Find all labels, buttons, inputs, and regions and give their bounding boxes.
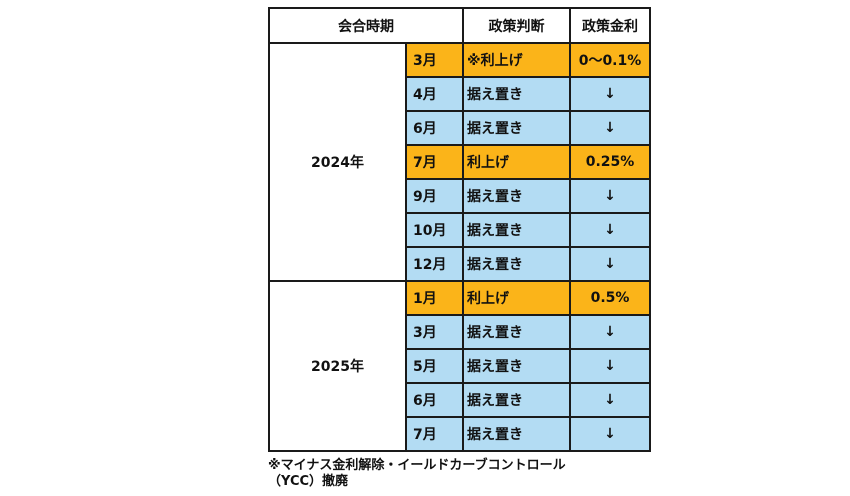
rate-cell: 0.5% [569,280,651,316]
down-arrow-icon: ↓ [569,314,651,350]
decision-cell: 利上げ [462,144,571,180]
decision-cell: 据え置き [462,382,571,418]
table-row: 7月 据え置き ↓ [269,416,651,452]
table-row: 6月 据え置き ↓ [269,382,651,418]
decision-cell: 据え置き [462,76,571,112]
month-cell: 4月 [405,76,464,112]
policy-rate-table: 会合時期 政策判断 政策金利 2024年 3月 ※利上げ 0〜0.1% 4月 据え置き ↓ 6… [268,7,651,452]
month-cell: 10月 [405,212,464,248]
table-row: 4月 据え置き ↓ [269,76,651,112]
decision-cell: 据え置き [462,348,571,384]
month-cell: 3月 [405,42,464,78]
table-row: 5月 据え置き ↓ [269,348,651,384]
down-arrow-icon: ↓ [569,416,651,452]
table-row: 9月 据え置き ↓ [269,178,651,214]
decision-cell: 利上げ [462,280,571,316]
down-arrow-icon: ↓ [569,246,651,282]
header-meeting-period: 会合時期 [268,7,464,44]
rate-cell: 0〜0.1% [569,42,651,78]
table-row: 6月 据え置き ↓ [269,110,651,146]
month-cell: 12月 [405,246,464,282]
decision-cell: 据え置き [462,178,571,214]
year-cell: 2025年 [268,280,407,452]
decision-cell: 据え置き [462,212,571,248]
table-row: 2025年 1月 利上げ 0.5% [268,280,651,452]
decision-cell: 据え置き [462,416,571,452]
year-cell: 2024年 [268,42,407,282]
header-policy-decision: 政策判断 [462,7,571,44]
decision-cell: 据え置き [462,110,571,146]
month-cell: 1月 [405,280,464,316]
month-cell: 3月 [405,314,464,350]
down-arrow-icon: ↓ [569,178,651,214]
header-policy-rate: 政策金利 [569,7,651,44]
table-header-row: 会合時期 政策判断 政策金利 [268,7,651,44]
footnote: ※マイナス金利解除・イールドカーブコントロール（YCC）撤廃 [268,458,566,489]
decision-cell: 据え置き [462,246,571,282]
month-cell: 9月 [405,178,464,214]
month-cell: 6月 [405,110,464,146]
month-cell: 5月 [405,348,464,384]
table-row: 2024年 3月 ※利上げ 0〜0.1% [268,42,651,282]
table-row: 12月 据え置き ↓ [269,246,651,282]
down-arrow-icon: ↓ [569,110,651,146]
month-cell: 7月 [405,416,464,452]
down-arrow-icon: ↓ [569,348,651,384]
down-arrow-icon: ↓ [569,212,651,248]
table-body: 2024年 3月 ※利上げ 0〜0.1% 4月 据え置き ↓ 6月 据え置き ↓ 7月 利上げ 0.25… [268,42,651,452]
table-row: 7月 利上げ 0.25% [269,144,651,180]
month-cell: 7月 [405,144,464,180]
decision-cell: 据え置き [462,314,571,350]
table-row: 10月 据え置き ↓ [269,212,651,248]
table-row: 3月 据え置き ↓ [269,314,651,350]
decision-cell: ※利上げ [462,42,571,78]
down-arrow-icon: ↓ [569,76,651,112]
month-cell: 6月 [405,382,464,418]
down-arrow-icon: ↓ [569,382,651,418]
rate-cell: 0.25% [569,144,651,180]
